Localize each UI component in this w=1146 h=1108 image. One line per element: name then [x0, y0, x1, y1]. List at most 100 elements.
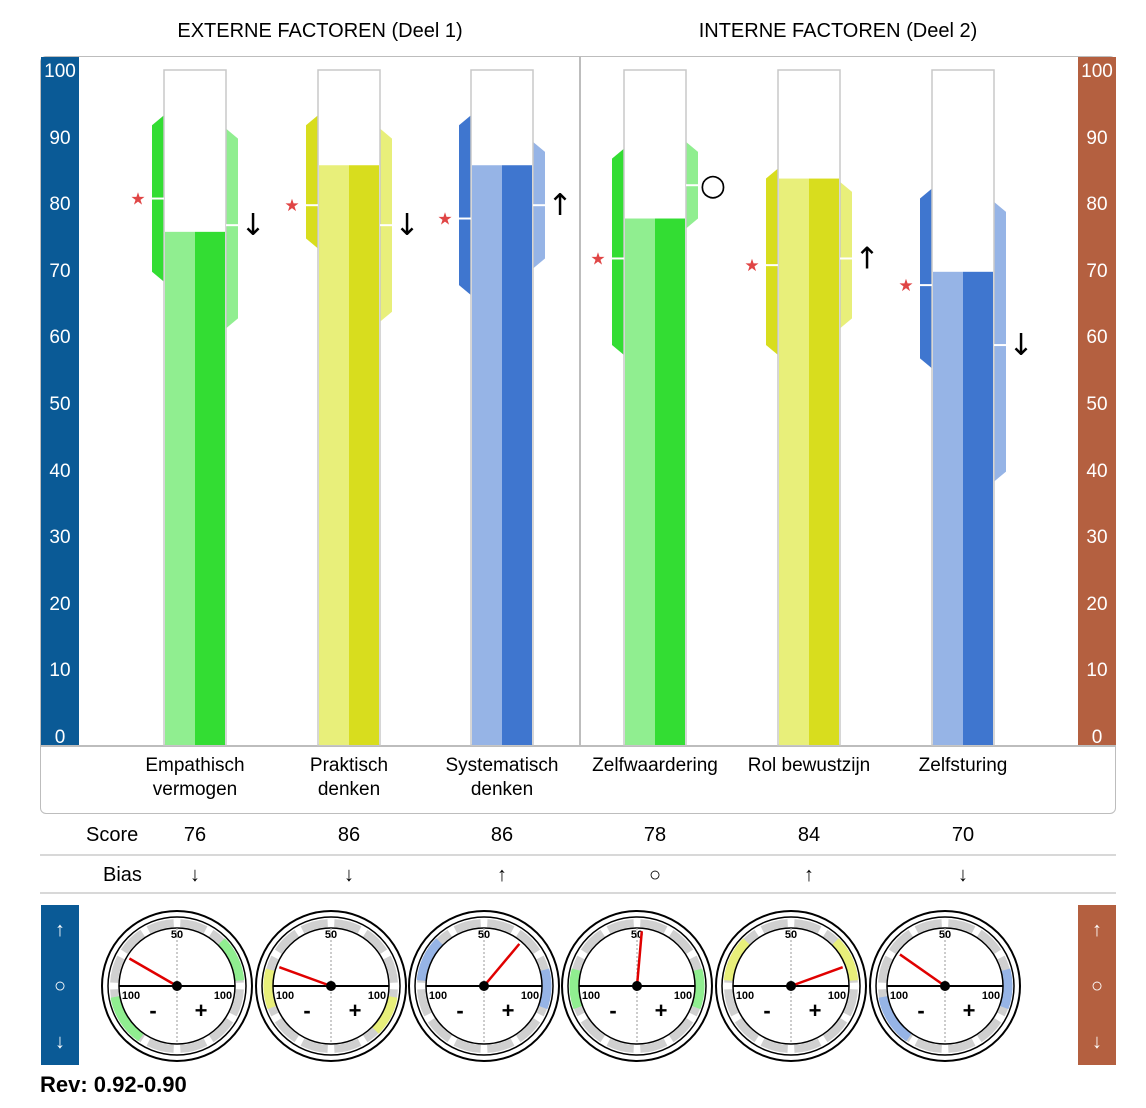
gauge-highlight: [999, 968, 1013, 1010]
gauge-face: [578, 927, 696, 1045]
gauge-outer-ring: [869, 910, 1021, 1062]
gauge-segment: [580, 1017, 606, 1043]
circle-icon: ○: [53, 975, 67, 997]
axis-tick: 50: [1086, 394, 1108, 415]
bar-dark: [502, 165, 532, 746]
gauge-highlight: [372, 995, 398, 1034]
gauge-highlight: [218, 938, 245, 982]
label-separator: [40, 745, 1116, 747]
gauge-segment: [110, 955, 125, 984]
gauge-pivot: [786, 981, 796, 991]
gauge-segment: [888, 929, 914, 955]
left-range-marker: [459, 115, 471, 296]
left-bias-legend: ↑ ○ ↓: [41, 905, 79, 1065]
gauge-needle: [790, 966, 844, 988]
gauge-outer-ring: [715, 910, 867, 1062]
gauge-label-left: 100: [736, 990, 754, 1002]
gauge-segment: [427, 929, 453, 955]
gauge-segment: [914, 1038, 943, 1053]
internal-factors-title: INTERNE FACTOREN (Deel 2): [698, 20, 978, 42]
gauge-segment: [274, 1017, 300, 1043]
gauge-segment: [427, 1017, 453, 1043]
gauge-plus: +: [809, 998, 822, 1023]
left-range-marker: [612, 148, 624, 356]
gauge-highlight: [691, 968, 705, 1010]
down-arrow-icon: ↓: [55, 1031, 65, 1053]
axis-tick: 40: [49, 460, 71, 482]
axis-tick: 70: [49, 260, 71, 282]
gauge-segment: [333, 919, 362, 934]
right-bias-legend: ↑ ○ ↓: [1078, 905, 1116, 1065]
gauge-segment: [110, 988, 125, 1017]
gauge-highlight: [110, 995, 144, 1042]
gauge-segment: [976, 1017, 1002, 1043]
gauge-minus: -: [456, 998, 463, 1023]
gauge-segment: [208, 929, 234, 955]
bar-dark: [655, 218, 685, 745]
gauge-minus: -: [763, 998, 770, 1023]
bias-value: ↓: [190, 864, 200, 886]
gauge-segment: [274, 929, 300, 955]
gauge-inner-ring: [721, 916, 861, 1056]
gauge-segment: [843, 955, 858, 984]
gauge-pivot: [940, 981, 950, 991]
gauge-label-50: 50: [325, 929, 337, 941]
axis-tick: 80: [1086, 194, 1108, 216]
axis-tick: 60: [49, 327, 71, 349]
gauge-segment: [668, 929, 694, 955]
axis-tick: 90: [49, 127, 71, 149]
gauge-segment: [734, 929, 760, 955]
gauge-segment: [822, 929, 848, 955]
gauge-face: [732, 927, 850, 1045]
gauge-segment: [724, 955, 739, 984]
bar-light: [319, 165, 349, 746]
axis-tick: 100: [44, 61, 76, 82]
gauge-segment: [486, 919, 515, 934]
score-value: 84: [797, 824, 821, 846]
gauge-segment: [146, 919, 175, 934]
category-label: Rol bewustzijn: [729, 754, 889, 778]
axis-tick: 30: [1086, 527, 1108, 549]
gauge-label-50: 50: [939, 929, 951, 941]
gauge-segment: [264, 955, 279, 984]
category-label: Zelfwaardering: [575, 754, 735, 778]
bar-light: [933, 271, 963, 745]
category-label: Zelfsturing: [883, 754, 1043, 778]
axis-tick: 100: [1081, 61, 1113, 82]
revision-label: Rev: 0.92-0.90: [40, 1072, 187, 1097]
gauge-pivot: [479, 981, 489, 991]
gauge-segment: [760, 919, 789, 934]
gauge-segment: [383, 955, 398, 984]
left-range-marker: [920, 188, 932, 369]
gauge-segment: [822, 1017, 848, 1043]
axis-tick: 20: [49, 593, 71, 615]
star-icon: ★: [284, 196, 299, 216]
gauge-outer-ring: [255, 910, 407, 1062]
gauge-outer-ring: [561, 910, 713, 1062]
gauge-outer-ring: [408, 910, 560, 1062]
bias-arrow-icon: ↓: [394, 208, 419, 243]
axis-tick: 50: [49, 394, 71, 415]
gauge-segment: [689, 955, 704, 984]
gauge-highlight: [723, 938, 750, 982]
gauge-segment: [453, 919, 482, 934]
star-icon: ★: [744, 256, 759, 276]
score-value: 78: [643, 824, 667, 846]
gauge-label-left: 100: [276, 990, 294, 1002]
bar-light: [472, 165, 502, 746]
gauge-inner-ring: [107, 916, 247, 1056]
gauge-highlight: [569, 968, 583, 1010]
gauge-segment: [333, 1038, 362, 1053]
gauge-segment: [362, 1017, 388, 1043]
bias-value: ○: [648, 864, 662, 886]
axis-tick: 10: [49, 660, 71, 682]
bias-value: ↓: [958, 864, 968, 886]
gauge-label-left: 100: [582, 990, 600, 1002]
gauge-label-right: 100: [982, 990, 1000, 1002]
category-label-line: vermogen: [152, 779, 238, 800]
row-separator: [40, 892, 1116, 894]
gauge-segment: [689, 988, 704, 1017]
category-label-line: denken: [470, 779, 534, 800]
